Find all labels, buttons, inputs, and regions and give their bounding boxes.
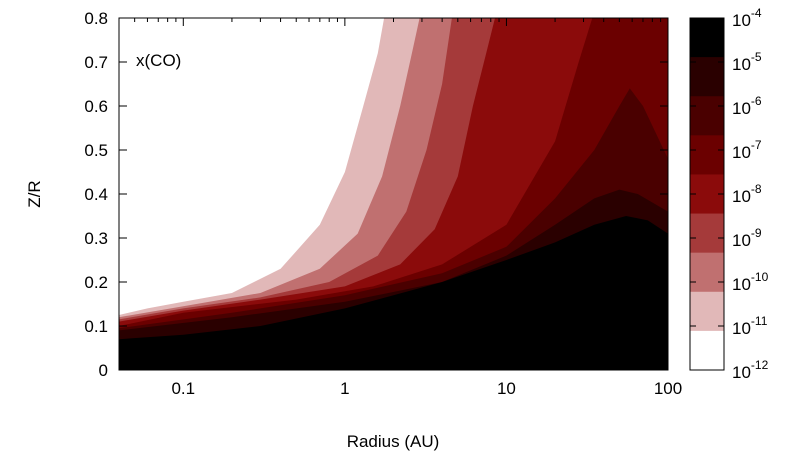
colorbar-label: 10-9: [732, 226, 762, 250]
axis-ticks: [118, 17, 668, 371]
x-tick-label: 1: [340, 379, 349, 398]
colorbar-label-exponent: -8: [751, 182, 762, 196]
y-tick-label: 0.5: [84, 141, 108, 160]
colorbar-band: [690, 213, 724, 254]
colorbar-label: 10-7: [732, 138, 762, 162]
y-axis-label: Z/R: [25, 180, 44, 207]
colorbar-label-exponent: -7: [751, 138, 762, 152]
colorbar-label: 10-10: [732, 270, 769, 294]
y-tick-label: 0.1: [84, 317, 108, 336]
y-tick-label: 0.7: [84, 53, 108, 72]
colorbar-label: 10-8: [732, 182, 762, 206]
x-tick-label: 10: [497, 379, 516, 398]
colorbar-label: 10-12: [732, 358, 769, 382]
y-tick-label: 0.6: [84, 97, 108, 116]
colorbar-label-exponent: -11: [751, 314, 768, 328]
colorbar-label: 10-11: [732, 314, 768, 338]
colorbar-band: [690, 252, 724, 293]
x-axis-label: Radius (AU): [347, 432, 440, 451]
x-tick-label: 100: [654, 379, 682, 398]
colorbar: [689, 17, 725, 371]
colorbar-label-exponent: -12: [751, 358, 769, 372]
x-tick-label: 0.1: [171, 379, 195, 398]
y-tick-label: 0.4: [84, 185, 108, 204]
plot-annotation: x(CO): [136, 51, 181, 70]
colorbar-label: 10-5: [732, 50, 762, 74]
abundance-bands: [119, 18, 668, 370]
colorbar-band: [690, 57, 724, 97]
y-tick-label: 0.2: [84, 273, 108, 292]
colorbar-band: [690, 291, 724, 332]
colorbar-band: [690, 96, 724, 136]
y-tick-label: 0.3: [84, 229, 108, 248]
x-tick-labels: 0.1 1 10 100: [171, 379, 682, 398]
colorbar-label-exponent: -6: [751, 94, 762, 108]
colorbar-band: [690, 18, 724, 58]
colorbar-band: [690, 135, 724, 175]
colorbar-label-exponent: -10: [751, 270, 769, 284]
y-tick-label: 0: [99, 361, 108, 380]
y-tick-label: 0.8: [84, 9, 108, 28]
colorbar-label-exponent: -5: [751, 50, 762, 64]
colorbar-label: 10-4: [732, 6, 762, 30]
colorbar-label-exponent: -9: [751, 226, 762, 240]
colorbar-band: [690, 330, 724, 371]
colorbar-label-exponent: -4: [751, 6, 762, 20]
colorbar-label: 10-6: [732, 94, 762, 118]
abundance-band-1e-4: [119, 216, 668, 370]
y-tick-labels: 0 0.1 0.2 0.3 0.4 0.5 0.6 0.7 0.8: [84, 9, 108, 380]
